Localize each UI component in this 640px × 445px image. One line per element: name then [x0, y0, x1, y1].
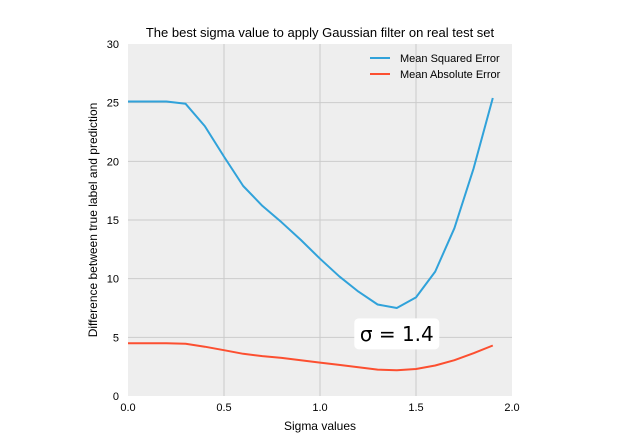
grid-lines [128, 44, 512, 396]
y-tick-label: 15 [107, 215, 119, 227]
annotation-text: σ = 1.4 [360, 322, 434, 346]
series-lines [128, 97, 494, 372]
y-tick-label: 20 [107, 156, 119, 168]
series-line-mean-absolute-error [128, 342, 494, 372]
chart-title: The best sigma value to apply Gaussian f… [146, 25, 495, 40]
annotation-box [354, 318, 440, 350]
legend-label-mse: Mean Squared Error [400, 53, 500, 65]
y-axis-ticks: 0 5 10 15 20 25 30 [107, 39, 119, 403]
x-tick-label: 1.5 [408, 402, 423, 414]
sigma-annotation: σ = 1.4 [354, 318, 440, 350]
y-tick-label: 25 [107, 98, 119, 110]
x-tick-label: 0.0 [120, 402, 135, 414]
y-tick-label: 30 [107, 39, 119, 51]
legend-label-mae: Mean Absolute Error [400, 69, 501, 81]
y-tick-label: 0 [113, 391, 119, 403]
x-axis-ticks: 0.0 0.5 1.0 1.5 2.0 [120, 402, 519, 414]
x-tick-label: 2.0 [504, 402, 519, 414]
x-tick-label: 1.0 [312, 402, 327, 414]
y-tick-label: 5 [113, 332, 119, 344]
y-tick-label: 10 [107, 274, 119, 286]
x-axis-label: Sigma values [284, 419, 356, 433]
series-line-mean-squared-error [128, 97, 494, 309]
y-axis-label: Difference between true label and predic… [86, 103, 100, 338]
legend: Mean Squared Error Mean Absolute Error [370, 53, 501, 81]
x-tick-label: 0.5 [216, 402, 231, 414]
